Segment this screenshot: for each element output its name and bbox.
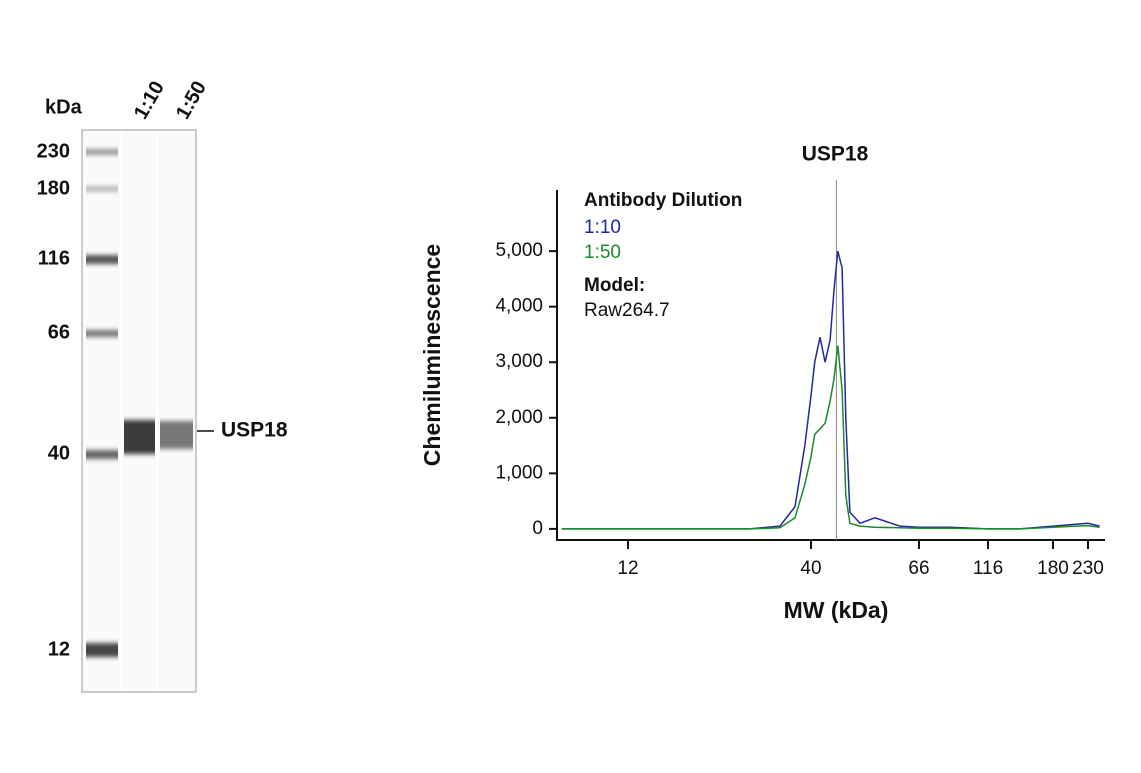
y-tick-label: 1,000 bbox=[495, 462, 543, 483]
x-tick-label: 40 bbox=[800, 558, 821, 579]
band-label: USP18 bbox=[221, 419, 288, 442]
blot-frame bbox=[81, 129, 197, 693]
y-tick-label: 4,000 bbox=[495, 296, 543, 317]
ladder-band bbox=[86, 255, 118, 264]
ladder bbox=[86, 149, 193, 657]
model-name: Raw264.7 bbox=[584, 300, 670, 321]
y-tick-label: 2,000 bbox=[495, 407, 543, 428]
marker-label: 66 bbox=[48, 321, 70, 343]
x-axis-label: MW (kDa) bbox=[784, 597, 889, 623]
y-tick-label: 3,000 bbox=[495, 351, 543, 372]
marker-label: 116 bbox=[38, 247, 70, 269]
x-tick-label: 66 bbox=[908, 558, 929, 579]
blot: kDa 1:10 1:50 230 180 116 66 40 12 USP18 bbox=[37, 77, 288, 693]
marker-label: 180 bbox=[37, 177, 70, 199]
legend-entry: 1:10 bbox=[584, 217, 621, 238]
chart-title: USP18 bbox=[802, 143, 869, 166]
ladder-band bbox=[86, 450, 118, 459]
lane-gap bbox=[156, 131, 158, 691]
x-tick-label: 12 bbox=[617, 558, 638, 579]
unit-label: kDa bbox=[45, 96, 83, 118]
marker-label: 230 bbox=[37, 140, 70, 162]
ladder-band bbox=[86, 186, 118, 192]
sample-band bbox=[160, 421, 193, 449]
legend-title: Antibody Dilution bbox=[584, 190, 742, 211]
lane-label: 1:10 bbox=[130, 77, 169, 123]
y-tick-label: 0 bbox=[532, 518, 543, 539]
chart: USP18 Chemiluminescence MW (kDa) Antibod… bbox=[419, 143, 1105, 623]
x-tick-label: 180 bbox=[1037, 558, 1069, 579]
marker-label: 40 bbox=[48, 442, 70, 464]
ladder-band bbox=[86, 330, 118, 337]
y-tick-label: 5,000 bbox=[495, 240, 543, 261]
legend-entry: 1:50 bbox=[584, 242, 621, 263]
x-tick-label: 116 bbox=[973, 558, 1003, 579]
y-axis-label: Chemiluminescence bbox=[419, 244, 445, 466]
sample-band bbox=[124, 420, 155, 454]
series-line bbox=[561, 345, 1100, 530]
marker-label: 12 bbox=[48, 638, 70, 660]
lane-label: 1:50 bbox=[172, 77, 211, 123]
ladder-band bbox=[86, 643, 118, 657]
lane-gap bbox=[120, 131, 122, 691]
model-label: Model: bbox=[584, 275, 645, 296]
x-tick-label: 230 bbox=[1072, 558, 1104, 579]
ladder-band bbox=[86, 149, 118, 155]
